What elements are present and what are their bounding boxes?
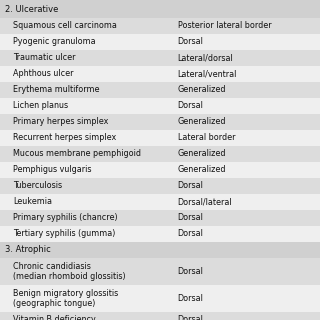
Text: Generalized: Generalized: [178, 165, 226, 174]
Text: Tuberculosis: Tuberculosis: [13, 181, 62, 190]
Text: Vitamin B deficiency: Vitamin B deficiency: [13, 316, 96, 320]
Bar: [0, 82, 320, 98]
Text: Pemphigus vulgaris: Pemphigus vulgaris: [13, 165, 91, 174]
Text: Dorsal: Dorsal: [178, 181, 204, 190]
Text: Generalized: Generalized: [178, 85, 226, 94]
Bar: [0, 258, 320, 285]
Bar: [0, 2, 320, 18]
Text: Pyogenic granuloma: Pyogenic granuloma: [13, 37, 95, 46]
Text: Dorsal: Dorsal: [178, 229, 204, 238]
Text: Dorsal: Dorsal: [178, 213, 204, 222]
Text: Benign migratory glossitis
(geographic tongue): Benign migratory glossitis (geographic t…: [13, 289, 118, 308]
Bar: [0, 312, 320, 320]
Bar: [0, 98, 320, 114]
Text: Primary syphilis (chancre): Primary syphilis (chancre): [13, 213, 117, 222]
Text: Lateral border: Lateral border: [178, 133, 235, 142]
Bar: [0, 130, 320, 146]
Text: Squamous cell carcinoma: Squamous cell carcinoma: [13, 21, 117, 30]
Text: Erythema multiforme: Erythema multiforme: [13, 85, 99, 94]
Bar: [0, 285, 320, 312]
Text: Generalized: Generalized: [178, 149, 226, 158]
Text: Lichen planus: Lichen planus: [13, 101, 68, 110]
Text: Primary herpes simplex: Primary herpes simplex: [13, 117, 108, 126]
Text: Dorsal: Dorsal: [178, 316, 204, 320]
Text: Tertiary syphilis (gumma): Tertiary syphilis (gumma): [13, 229, 115, 238]
Text: Lateral/ventral: Lateral/ventral: [178, 69, 237, 78]
Text: Leukemia: Leukemia: [13, 197, 52, 206]
Bar: [0, 242, 320, 258]
Text: Dorsal: Dorsal: [178, 37, 204, 46]
Bar: [0, 18, 320, 34]
Text: Generalized: Generalized: [178, 117, 226, 126]
Bar: [0, 146, 320, 162]
Text: Dorsal: Dorsal: [178, 294, 204, 303]
Text: Dorsal/lateral: Dorsal/lateral: [178, 197, 232, 206]
Text: 2. Ulcerative: 2. Ulcerative: [5, 5, 58, 14]
Text: Chronic candidiasis
(median rhomboid glossitis): Chronic candidiasis (median rhomboid glo…: [13, 262, 125, 281]
Bar: [0, 66, 320, 82]
Text: Recurrent herpes simplex: Recurrent herpes simplex: [13, 133, 116, 142]
Bar: [0, 226, 320, 242]
Bar: [0, 178, 320, 194]
Bar: [0, 210, 320, 226]
Text: Posterior lateral border: Posterior lateral border: [178, 21, 271, 30]
Bar: [0, 114, 320, 130]
Bar: [0, 162, 320, 178]
Text: Lateral/dorsal: Lateral/dorsal: [178, 53, 233, 62]
Text: Dorsal: Dorsal: [178, 267, 204, 276]
Text: Traumatic ulcer: Traumatic ulcer: [13, 53, 75, 62]
Text: Mucous membrane pemphigoid: Mucous membrane pemphigoid: [13, 149, 141, 158]
Bar: [0, 34, 320, 50]
Text: Aphthous ulcer: Aphthous ulcer: [13, 69, 73, 78]
Bar: [0, 50, 320, 66]
Text: Dorsal: Dorsal: [178, 101, 204, 110]
Text: 3. Atrophic: 3. Atrophic: [5, 245, 51, 254]
Bar: [0, 194, 320, 210]
